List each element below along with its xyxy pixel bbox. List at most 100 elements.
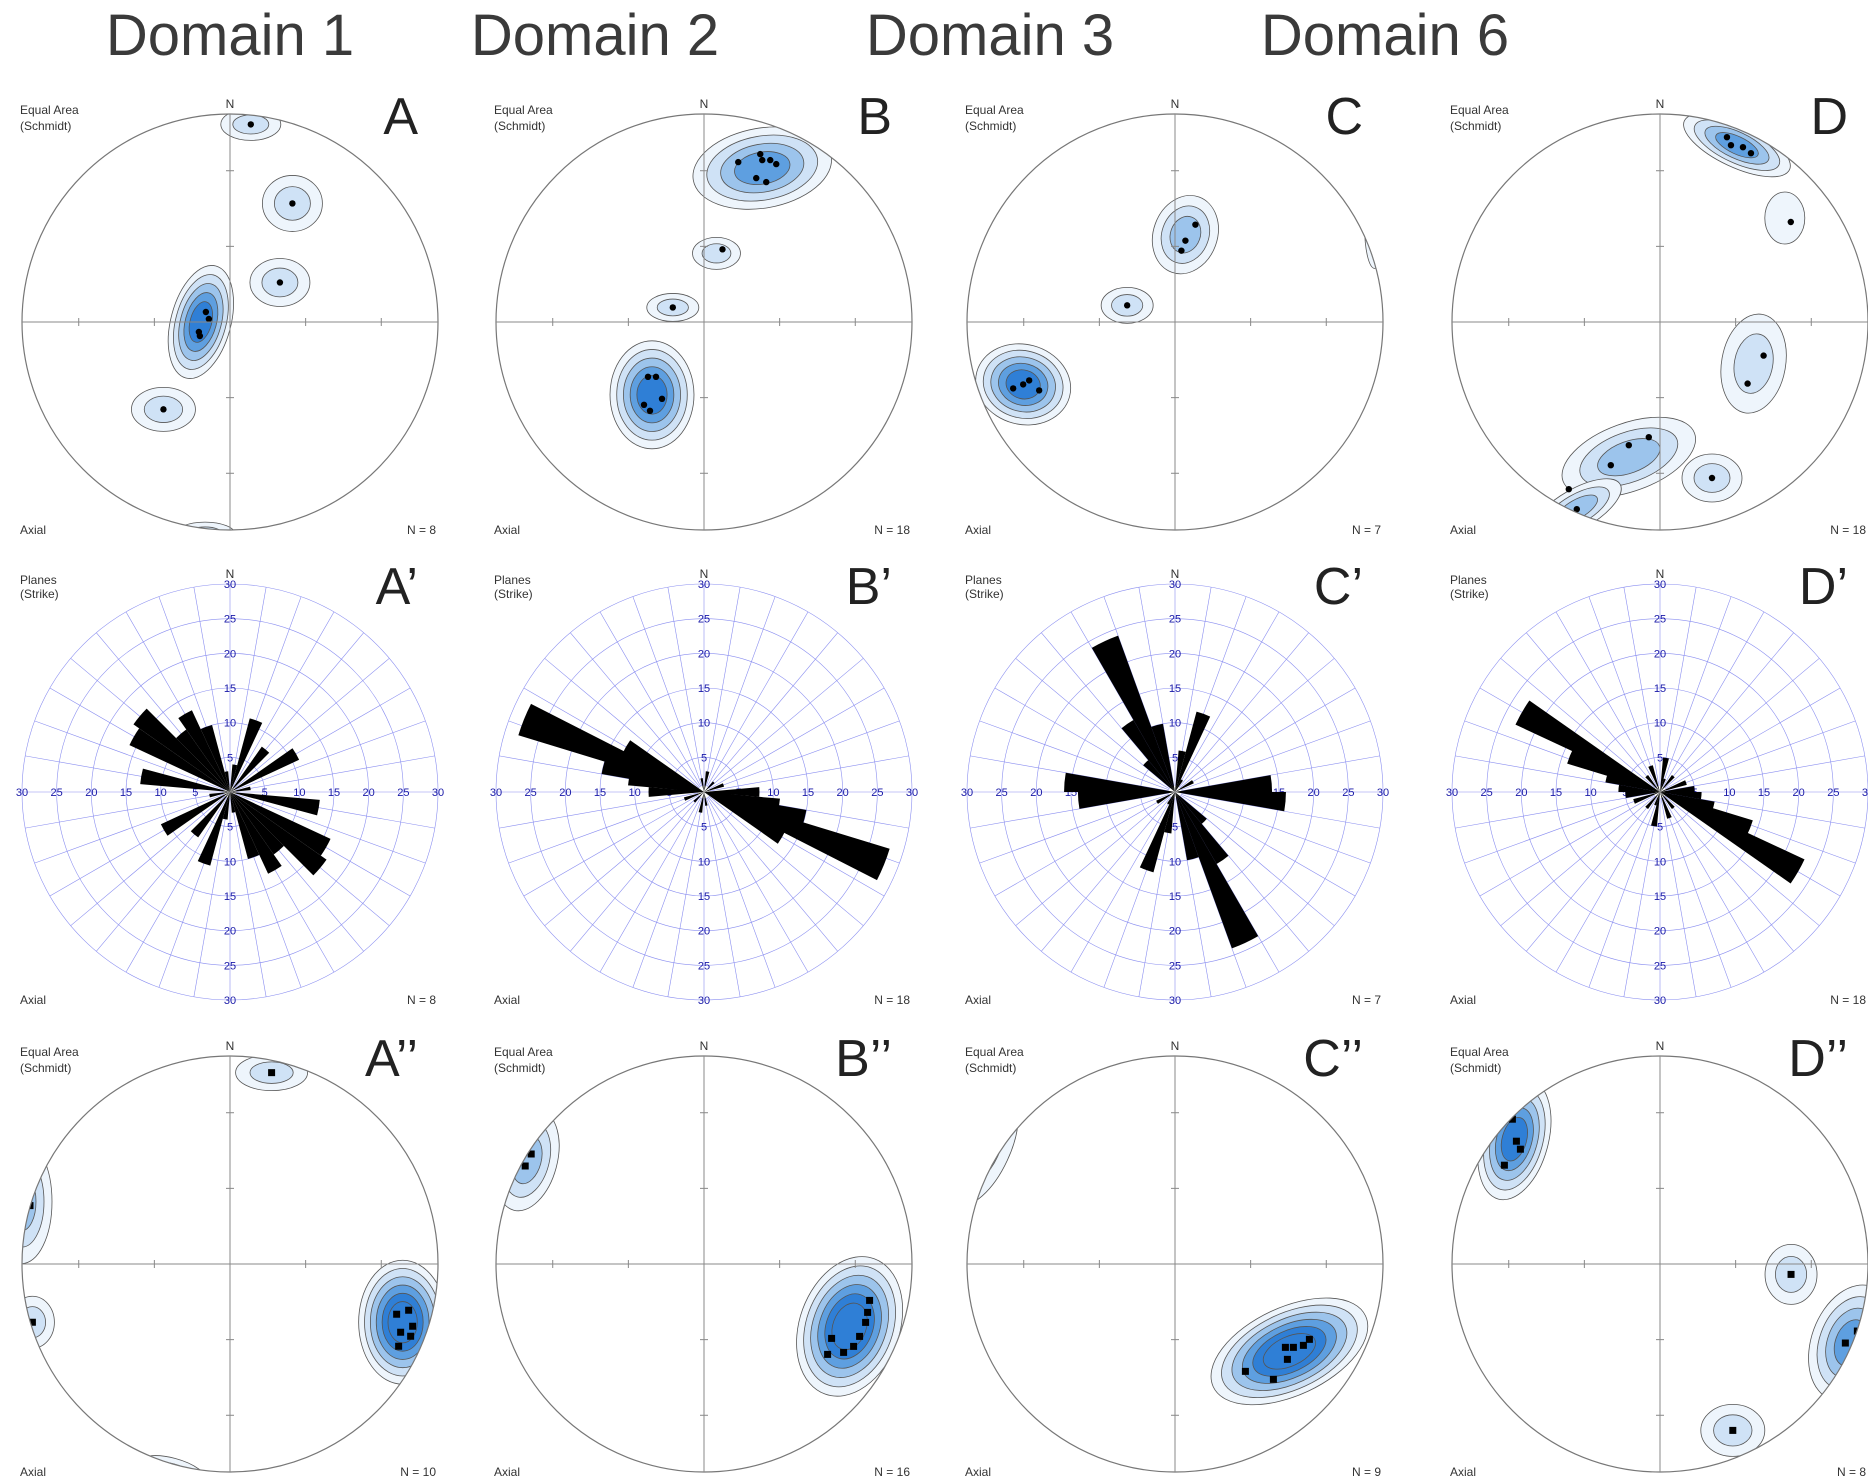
rose-scale-label: 30 [1377,787,1389,799]
rose-scale-label: 20 [224,648,236,660]
rose-scale-label: 15 [1169,891,1181,903]
rose-petal [209,792,230,798]
rose-spoke [508,793,699,864]
rose-petal [1064,772,1175,792]
stereonet-C2: N Equal Area (Schmidt) Axial N = 9 C’’ [965,1030,1384,1479]
rose-petal [704,771,710,792]
pole-point [202,308,210,316]
north-label: N [1171,1039,1180,1053]
axial-label: Axial [1450,523,1476,537]
rose-spoke [599,611,702,787]
rose-scale-label: 15 [1169,683,1181,695]
rose-scale-label: 5 [227,752,233,764]
column-title-domain-1: Domain 1 [105,3,355,68]
rose-spoke [1665,720,1856,791]
rose-petal [622,740,704,792]
panel-letter: C’ [1314,558,1363,616]
rose-petal [1625,792,1660,799]
rose-scale-label: 5 [1657,752,1663,764]
rose-scale-label: 15 [594,787,606,799]
rose-spoke [994,687,1170,790]
rose-scale-label: 25 [1169,960,1181,972]
pole-point [160,406,167,413]
rose-spoke [970,755,1169,792]
rose-petal [230,792,260,859]
pole-point [753,174,760,182]
rose-spoke [1661,596,1732,787]
rose-diagram-C1: 3030303025252525202020201515151510101010… [961,558,1389,1007]
rose-spoke [1623,587,1660,786]
rose-scale-label: 15 [1758,787,1770,799]
rose-spoke [1588,596,1659,787]
rose-petal [704,783,725,792]
rose-petal [1175,711,1211,792]
n-count: N = 7 [1352,993,1381,1007]
rose-scale-label: 30 [698,995,710,1007]
panel-letter: D’’ [1788,1030,1848,1088]
rose-spoke [994,794,1170,897]
rose-petal [230,792,320,816]
pole-point [289,200,296,207]
rose-scale-label: 10 [224,718,236,730]
pole-point [840,1348,848,1356]
pole-point [1241,1367,1249,1375]
rose-scale-label: 30 [224,579,236,591]
axial-label: Axial [20,1465,46,1479]
rose-scale-label: 10 [155,787,167,799]
projection-label: Equal Area [20,103,79,117]
pole-point [719,246,726,253]
rose-scale-label: 5 [701,752,707,764]
pole-point [205,315,213,323]
rose-scale-label: 20 [1654,926,1666,938]
pole-point [1787,1270,1795,1278]
column-title-domain-3: Domain 3 [865,3,1115,68]
rose-scale-label: 20 [1654,648,1666,660]
rose-scale-label: 10 [1585,787,1597,799]
n-count: N = 8 [407,523,436,537]
pole-point [397,1328,405,1336]
n-count: N = 18 [1830,993,1866,1007]
rose-spoke [707,632,838,788]
rose-spoke [1178,632,1309,788]
n-count: N = 8 [1837,1465,1866,1479]
rose-spoke [708,658,864,789]
rose-petal [1618,784,1660,792]
contour-level [546,501,633,530]
rose-scale-label: 25 [1654,614,1666,626]
rose-petal [1515,700,1660,792]
pole-point [640,401,648,408]
rose-petal [704,792,708,806]
rose-petal [230,748,300,792]
contour-group [496,1108,904,1397]
rose-spoke [1664,658,1820,789]
contour-group [22,1056,438,1472]
rose-scale-label: 5 [192,787,198,799]
rose-spoke [1181,755,1380,792]
rose-scale-label: 30 [1654,579,1666,591]
pole-point [409,1322,417,1330]
pole-point [658,395,666,402]
rose-spoke [710,755,909,792]
rose-scale-label: 25 [996,787,1008,799]
axial-label: Axial [20,993,46,1007]
projection-label: Equal Area [1450,1045,1509,1059]
rose-spoke [708,795,864,926]
contour-level [563,508,616,530]
pole-point [1747,150,1755,157]
rose-petal [178,710,230,792]
rose-petal [230,792,284,855]
rose-diagram-D1: 30 30 30 30 25 25 25 25 20 20 20 20 15 15 15 15 10 10 10 10… [1446,558,1868,1007]
pole-point [866,1296,874,1304]
pole-point [757,150,764,158]
contour-group [975,187,1383,426]
rose-scale-label: 20 [1793,787,1805,799]
n-count: N = 18 [1830,523,1866,537]
rose-spoke [1180,720,1371,791]
stereonet-A: N Equal Area (Schmidt) Axial N = 8 A [20,88,439,537]
n-count: N = 16 [874,1465,910,1479]
pole-point [1009,385,1017,392]
rose-spoke [1041,796,1172,952]
pole-point [395,1342,403,1350]
rose-spoke [1177,611,1280,787]
